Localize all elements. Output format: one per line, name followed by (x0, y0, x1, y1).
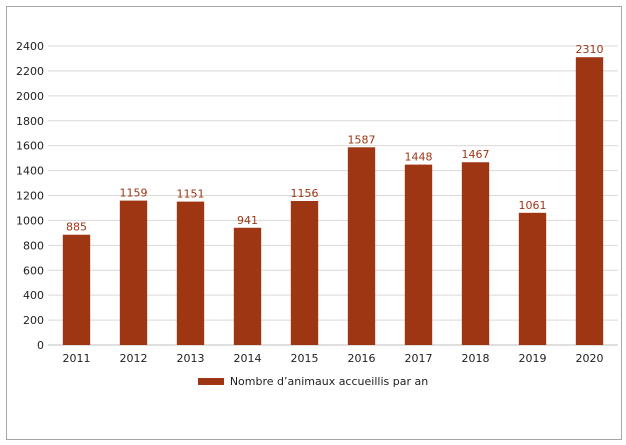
y-tick-label: 400 (23, 289, 44, 302)
data-label: 1156 (291, 187, 319, 200)
bar (347, 147, 376, 345)
y-tick-label: 200 (23, 314, 44, 327)
y-tick-label: 2400 (16, 40, 44, 53)
bar (62, 234, 91, 345)
y-tick-label: 1600 (16, 140, 44, 153)
data-label: 1587 (348, 133, 376, 146)
data-label: 2310 (576, 43, 604, 56)
bar (575, 57, 604, 346)
x-tick-label: 2017 (405, 352, 433, 365)
x-tick-label: 2019 (519, 352, 547, 365)
x-tick-label: 2016 (348, 352, 376, 365)
data-label: 1448 (405, 151, 433, 164)
x-tick-label: 2015 (291, 352, 319, 365)
y-tick-label: 1400 (16, 165, 44, 178)
bar (404, 164, 433, 345)
data-label: 1159 (120, 187, 148, 200)
x-tick-label: 2013 (177, 352, 205, 365)
y-tick-label: 1800 (16, 115, 44, 128)
bar (233, 227, 262, 345)
x-tick-label: 2014 (234, 352, 262, 365)
bar (290, 200, 319, 345)
legend: Nombre d’animaux accueillis par an (0, 375, 626, 388)
y-tick-label: 2200 (16, 65, 44, 78)
y-tick-label: 2000 (16, 90, 44, 103)
y-tick-label: 1000 (16, 214, 44, 227)
data-label: 1061 (519, 199, 547, 212)
y-tick-label: 800 (23, 239, 44, 252)
data-label: 1467 (462, 148, 490, 161)
data-label: 941 (237, 214, 258, 227)
x-tick-label: 2020 (576, 352, 604, 365)
x-tick-label: 2011 (63, 352, 91, 365)
y-tick-label: 0 (37, 339, 44, 352)
bar (176, 201, 205, 345)
data-label: 885 (66, 221, 87, 234)
legend-swatch (197, 378, 224, 385)
bar (119, 200, 148, 345)
y-tick-label: 600 (23, 264, 44, 277)
bar (461, 162, 490, 345)
bar (518, 212, 547, 345)
legend-label: Nombre d’animaux accueillis par an (229, 375, 429, 388)
x-tick-label: 2012 (120, 352, 148, 365)
x-tick-label: 2018 (462, 352, 490, 365)
data-label: 1151 (177, 188, 205, 201)
y-tick-label: 1200 (16, 190, 44, 203)
